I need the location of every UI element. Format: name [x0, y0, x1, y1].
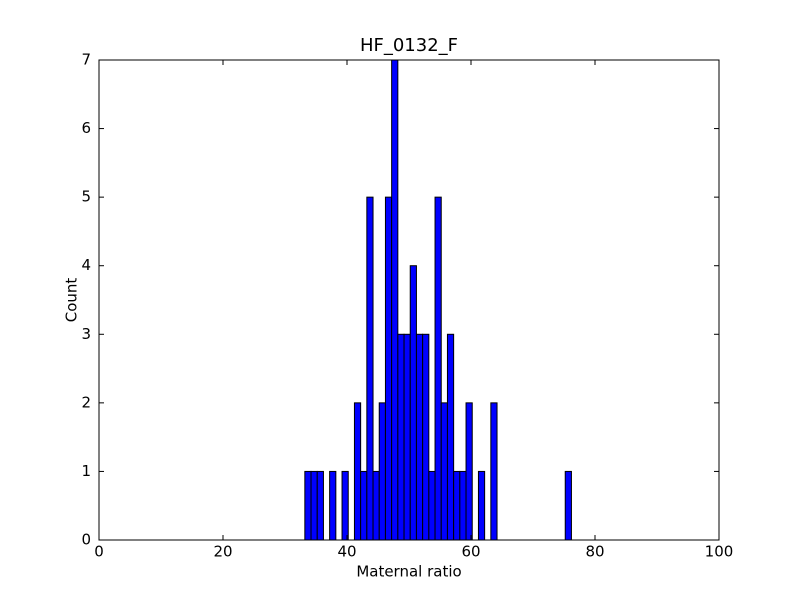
bar [477, 470, 486, 541]
bar [490, 402, 498, 541]
bar [415, 333, 424, 541]
bar [564, 470, 572, 541]
y-tick-label: 4 [81, 256, 91, 274]
bar [440, 402, 448, 541]
y-axis-label: Count [63, 278, 81, 323]
bar [378, 402, 386, 541]
x-tick-label: 20 [213, 543, 232, 561]
bar [329, 470, 337, 541]
bar [403, 333, 411, 541]
bar [465, 402, 473, 541]
bar [459, 470, 467, 541]
bar [353, 402, 362, 541]
bar [310, 470, 318, 541]
bar [372, 470, 380, 541]
bar [391, 59, 399, 541]
bar [397, 333, 405, 541]
bar [360, 470, 368, 541]
x-tick-label: 80 [585, 543, 604, 561]
x-tick-label: 0 [94, 543, 104, 561]
plot-frame [98, 59, 720, 541]
y-tick-label: 3 [81, 325, 91, 343]
y-tick-label: 5 [81, 188, 91, 206]
bar [428, 470, 436, 541]
bar [453, 470, 461, 541]
chart-title: HF_0132_F [360, 35, 458, 56]
bar [341, 470, 349, 541]
bar [422, 333, 430, 541]
y-tick-label: 2 [81, 393, 91, 411]
bar [366, 196, 374, 541]
bar [434, 196, 442, 541]
x-tick-label: 60 [461, 543, 480, 561]
bar [304, 470, 312, 541]
bar [384, 196, 393, 541]
y-tick-label: 0 [81, 531, 91, 549]
y-tick-label: 1 [81, 462, 91, 480]
x-tick-label: 100 [705, 543, 734, 561]
x-tick-label: 40 [337, 543, 356, 561]
x-axis-label: Maternal ratio [356, 563, 461, 581]
bar [409, 265, 417, 541]
y-tick-label: 6 [81, 119, 91, 137]
bar [446, 333, 455, 541]
y-tick-label: 7 [81, 51, 91, 69]
bar [316, 470, 324, 541]
